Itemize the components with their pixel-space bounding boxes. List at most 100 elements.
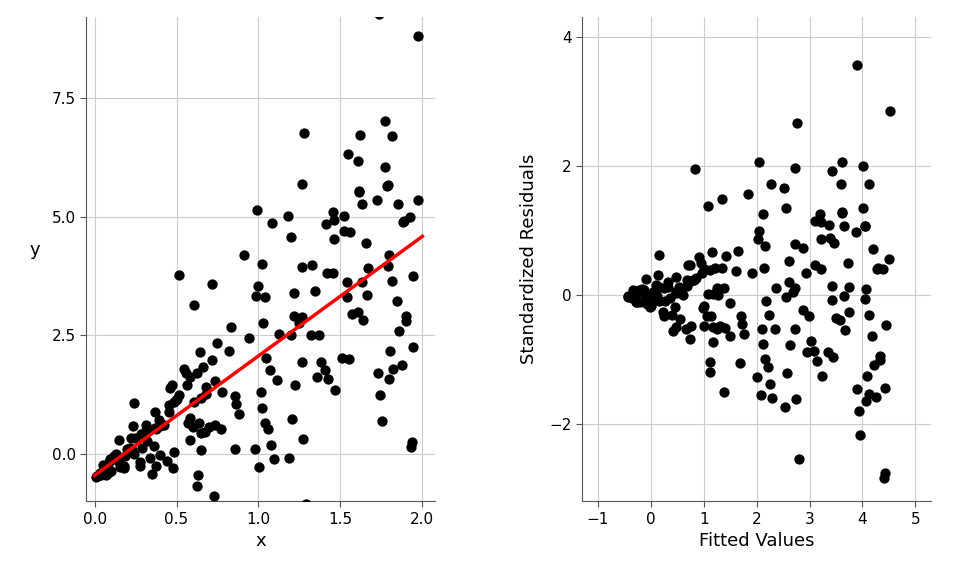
Point <box>779 203 794 213</box>
Point <box>102 457 117 466</box>
Point <box>795 306 810 315</box>
Point <box>249 291 264 301</box>
Point <box>752 227 767 236</box>
Point <box>250 206 265 215</box>
Point <box>161 408 177 417</box>
Point <box>191 419 206 428</box>
Point <box>712 321 728 331</box>
Point <box>708 324 724 334</box>
Point <box>377 116 393 126</box>
Point <box>148 424 163 433</box>
Point <box>190 471 205 480</box>
Point <box>740 189 756 198</box>
Point <box>181 373 197 382</box>
Point <box>767 324 782 334</box>
Point <box>765 393 780 403</box>
Point <box>295 263 310 272</box>
Point <box>172 391 187 400</box>
Point <box>686 276 702 285</box>
Point <box>825 282 840 291</box>
Point <box>834 207 850 217</box>
Point <box>112 463 128 472</box>
Point <box>303 331 319 340</box>
Point <box>254 403 270 412</box>
Point <box>706 323 721 332</box>
Point <box>758 511 774 521</box>
Point <box>350 157 366 166</box>
Point <box>102 454 117 463</box>
Point <box>227 445 242 454</box>
Point <box>804 337 819 346</box>
Point <box>858 397 874 406</box>
Point <box>116 462 132 471</box>
Point <box>777 183 792 192</box>
Point <box>627 290 642 299</box>
Point <box>680 276 695 285</box>
Point <box>857 222 873 231</box>
Point <box>159 456 175 465</box>
Point <box>385 364 400 373</box>
Point <box>685 276 701 285</box>
Point <box>881 254 897 263</box>
Point <box>134 443 150 452</box>
Point <box>405 272 420 281</box>
Point <box>755 324 770 334</box>
Point <box>143 453 158 462</box>
Point <box>283 232 299 241</box>
Point <box>877 383 893 392</box>
Point <box>791 454 806 464</box>
Point <box>700 289 715 298</box>
Point <box>867 361 882 370</box>
Point <box>760 362 776 372</box>
Point <box>756 339 771 348</box>
Point <box>626 286 641 295</box>
Point <box>381 374 396 384</box>
Point <box>206 491 222 501</box>
Point <box>621 291 636 301</box>
Point <box>671 282 686 291</box>
Point <box>834 158 850 167</box>
Point <box>731 246 746 255</box>
Point <box>271 329 286 339</box>
Point <box>202 422 217 431</box>
Point <box>182 414 198 423</box>
Point <box>683 260 698 270</box>
Point <box>676 291 691 300</box>
Point <box>402 213 418 222</box>
Point <box>214 387 229 396</box>
Point <box>865 244 880 253</box>
Point <box>648 281 663 290</box>
Point <box>684 321 699 331</box>
Point <box>291 319 306 328</box>
Point <box>324 208 340 217</box>
Point <box>789 118 804 127</box>
Point <box>369 196 384 205</box>
Point <box>140 436 156 445</box>
Point <box>97 463 112 472</box>
Point <box>833 180 849 189</box>
Point <box>354 277 370 286</box>
Point <box>691 253 707 262</box>
Point <box>802 311 817 320</box>
Point <box>841 307 856 316</box>
Point <box>193 393 208 403</box>
Point <box>628 297 643 306</box>
Point <box>111 458 127 467</box>
Point <box>683 335 698 344</box>
Point <box>779 292 794 301</box>
Point <box>834 209 850 218</box>
Point <box>806 346 822 355</box>
Point <box>788 284 804 293</box>
Point <box>340 277 355 286</box>
Point <box>410 195 425 204</box>
Point <box>630 297 645 306</box>
Point <box>325 215 341 225</box>
Point <box>714 263 730 272</box>
Point <box>658 296 673 305</box>
Point <box>326 385 342 395</box>
Point <box>148 461 163 471</box>
Point <box>643 301 659 310</box>
Point <box>837 222 852 231</box>
Point <box>680 282 695 291</box>
Point <box>751 158 766 167</box>
